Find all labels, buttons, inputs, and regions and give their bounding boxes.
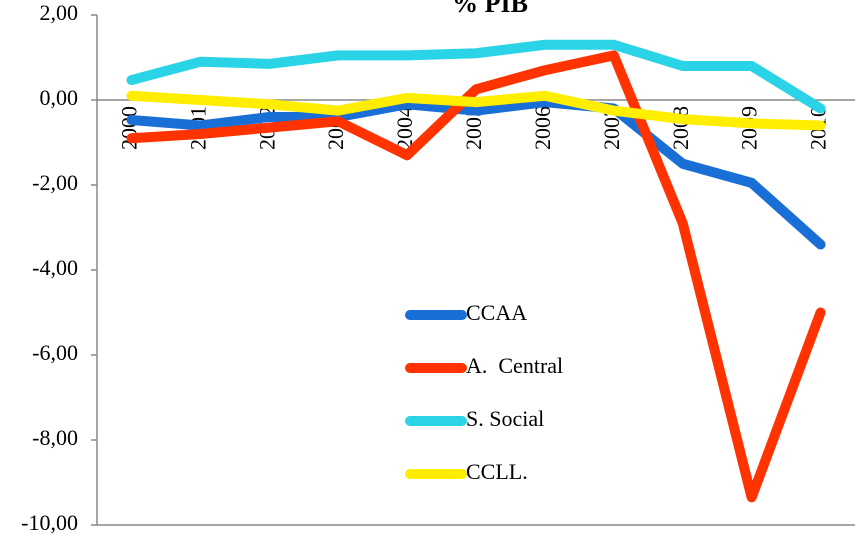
line-series [126,50,826,503]
legend-label: CCLL. [466,459,528,484]
y-tick-label: 2,00 [40,0,79,25]
chart-title: % PIB [452,0,528,18]
x-tick-label: 2004 [392,106,417,150]
y-tick-label: -4,00 [32,255,78,280]
line-series [126,90,826,131]
legend-label: CCAA [466,300,527,325]
y-tick-label: -10,00 [21,510,78,535]
line-series [126,39,826,114]
legend-box [395,285,610,500]
y-tick-label: -2,00 [32,170,78,195]
x-tick-label: 2006 [530,106,555,150]
x-tick-label: 2000 [117,106,142,150]
y-tick-label: -8,00 [32,425,78,450]
y-tick-label: -6,00 [32,340,78,365]
legend-label: S. Social [466,406,544,431]
line-series [126,97,826,250]
x-tick-label: 2008 [668,106,693,150]
legend-label: A. Central [466,353,563,378]
y-tick-label: 0,00 [40,85,79,110]
